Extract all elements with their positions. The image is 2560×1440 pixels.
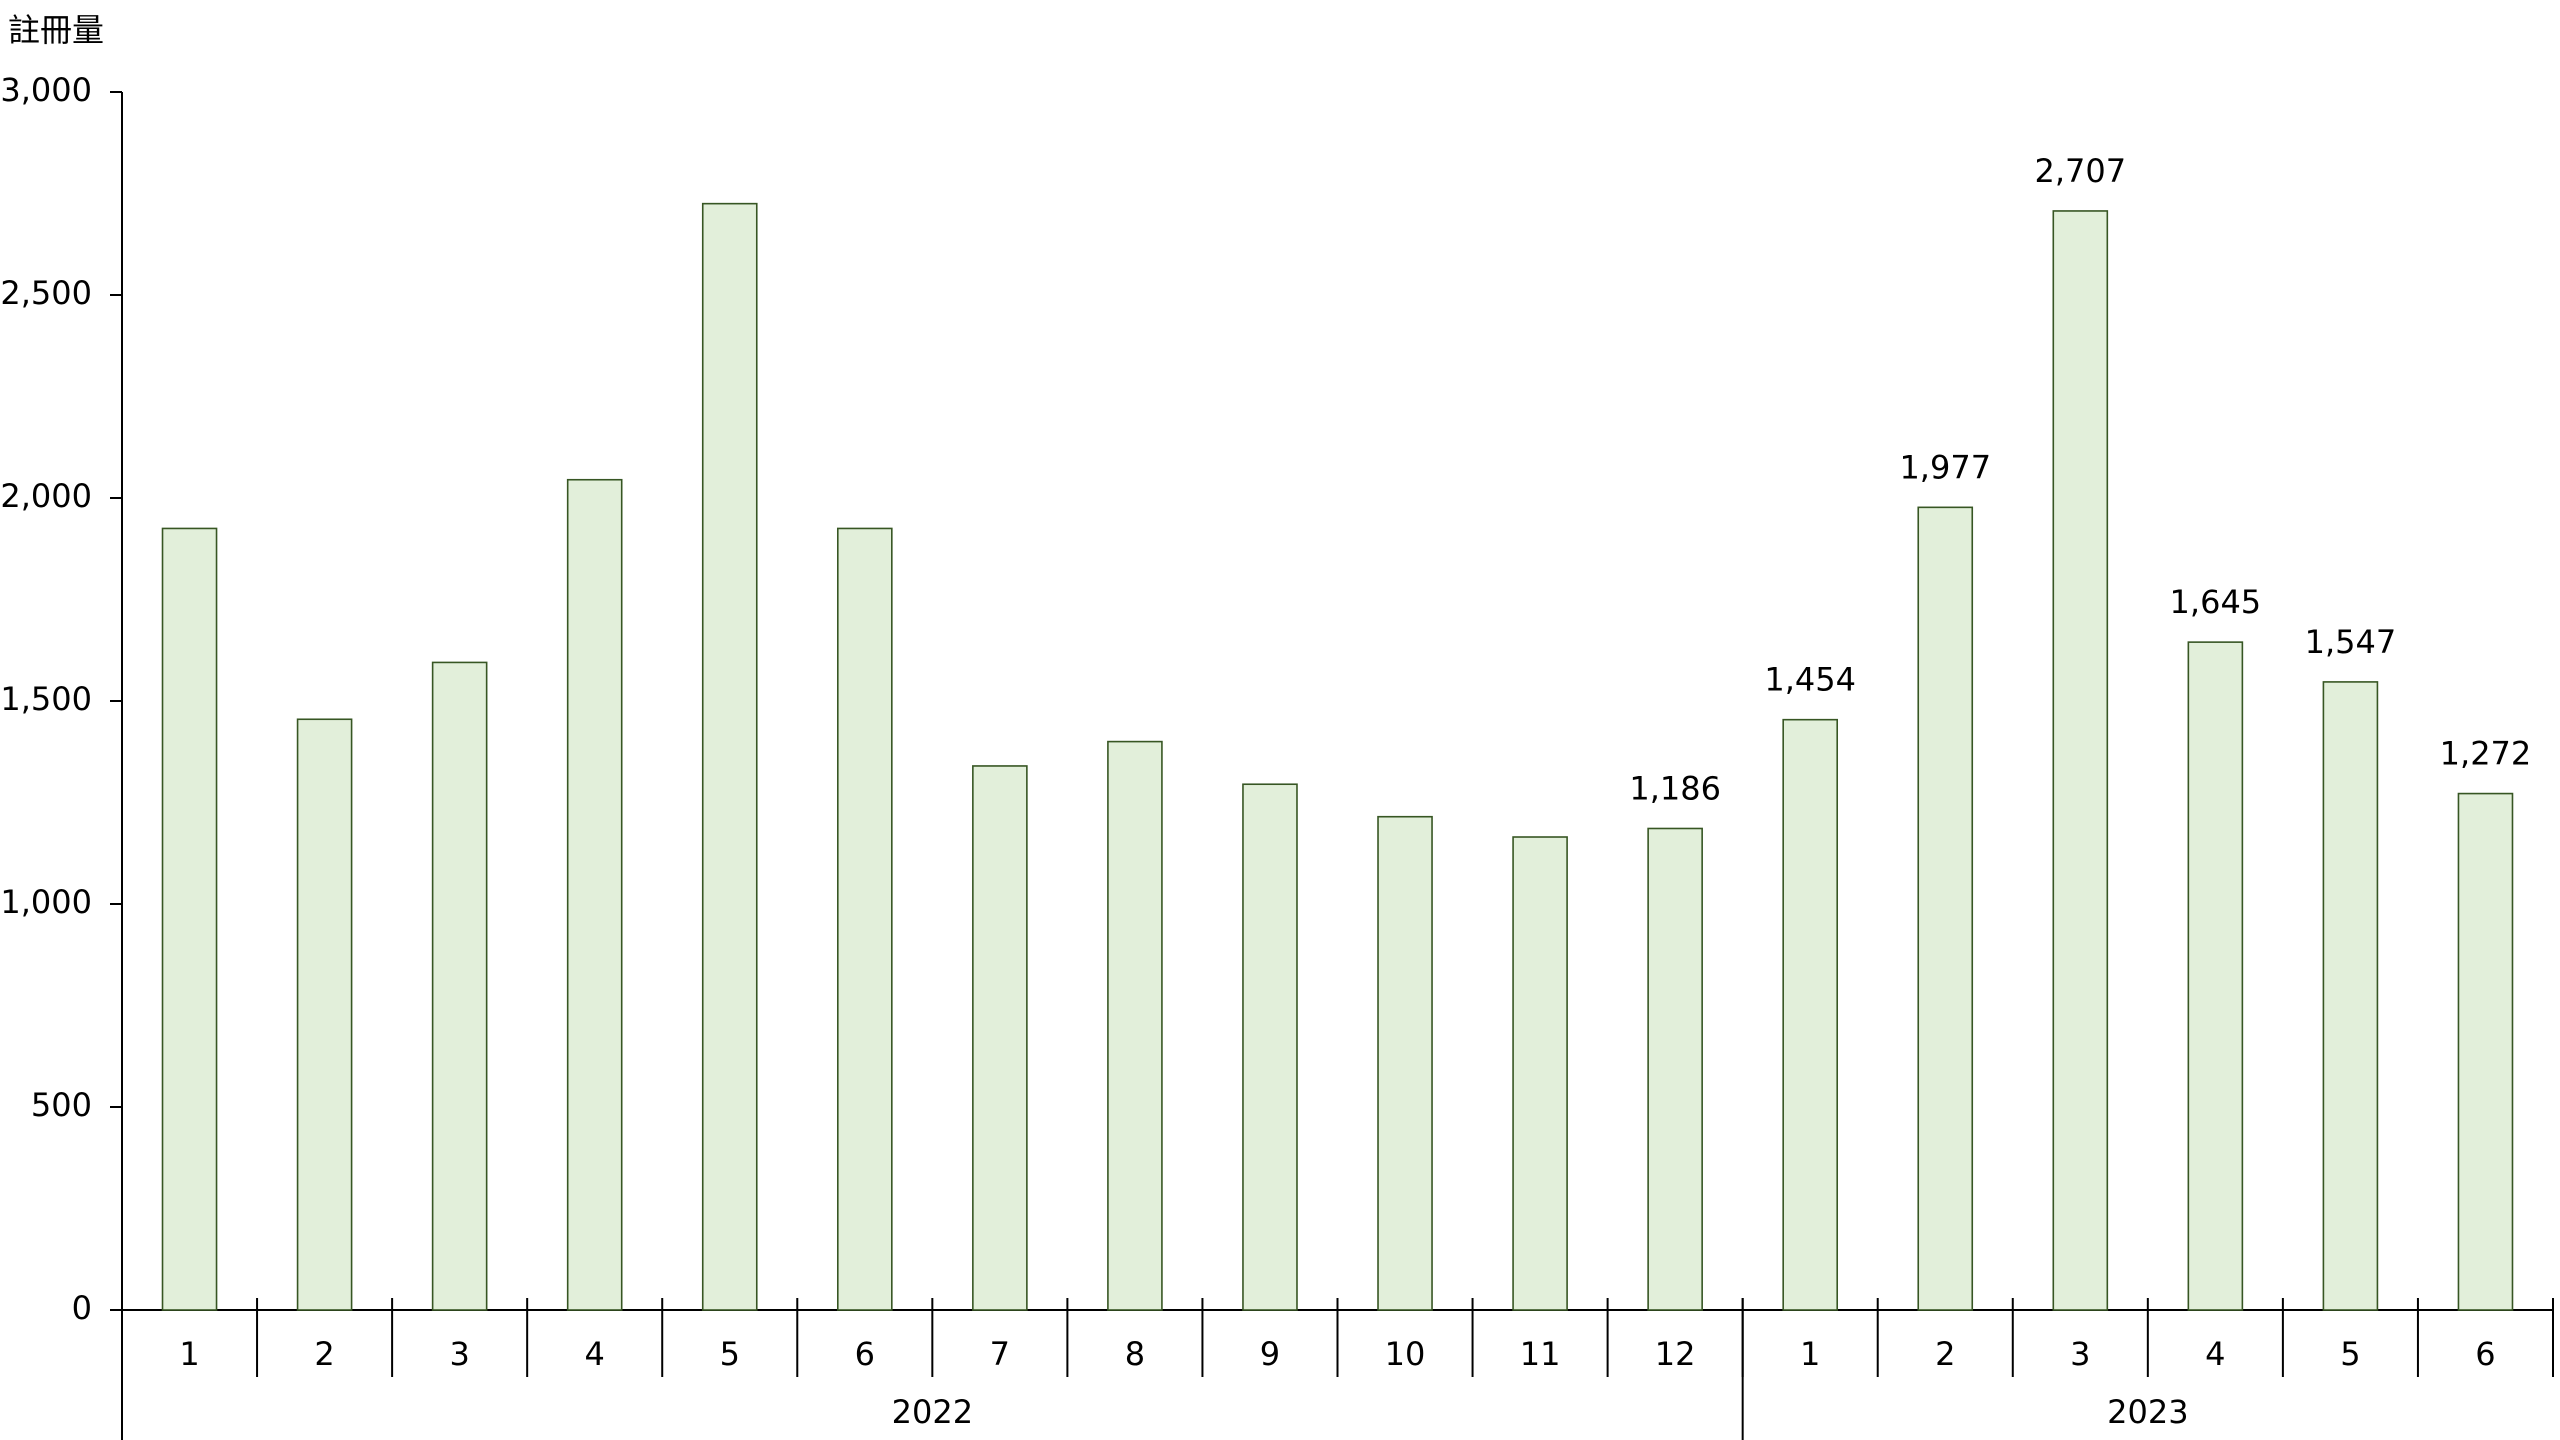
x-tick-label: 4 (2205, 1335, 2225, 1373)
bar (2457, 792, 2514, 1311)
group-label: 2023 (2107, 1393, 2188, 1431)
x-tick-label: 3 (2070, 1335, 2090, 1373)
x-tick-label: 9 (1260, 1335, 1280, 1373)
bar (972, 765, 1028, 1311)
data-label: 1,547 (2305, 623, 2397, 661)
bar (1647, 827, 1703, 1311)
bar (2187, 641, 2244, 1311)
bar (1512, 836, 1568, 1311)
y-tick-label: 0 (72, 1289, 92, 1327)
x-tick-label: 1 (179, 1335, 199, 1373)
data-label: 2,707 (2035, 152, 2127, 190)
group-label: 2022 (892, 1393, 973, 1431)
bar (431, 661, 488, 1311)
bar (161, 527, 218, 1311)
y-tick-label: 2,500 (0, 274, 92, 312)
bar (2052, 210, 2109, 1311)
bar (1917, 506, 1974, 1311)
y-axis-label: 註冊量 (8, 11, 104, 49)
x-tick-label: 5 (2340, 1335, 2360, 1373)
y-tick-label: 1,000 (0, 883, 92, 921)
bar (566, 478, 623, 1311)
x-tick-label: 7 (990, 1335, 1010, 1373)
x-tick-label: 8 (1125, 1335, 1145, 1373)
bar (701, 202, 758, 1311)
y-tick-label: 2,000 (0, 477, 92, 515)
x-tick-label: 4 (585, 1335, 605, 1373)
data-label: 1,272 (2440, 735, 2532, 773)
x-tick-label: 6 (855, 1335, 875, 1373)
bar (296, 718, 353, 1311)
x-tick-label: 2 (314, 1335, 334, 1373)
x-tick-label: 3 (449, 1335, 469, 1373)
bar (2322, 681, 2379, 1311)
bar (1242, 783, 1298, 1311)
x-tick-label: 11 (1520, 1335, 1561, 1373)
bar (1377, 815, 1433, 1311)
x-tick-label: 6 (2475, 1335, 2495, 1373)
data-label: 1,977 (1899, 448, 1991, 486)
x-tick-label: 10 (1385, 1335, 1426, 1373)
x-tick-label: 5 (720, 1335, 740, 1373)
data-label: 1,454 (1764, 661, 1856, 699)
data-label: 1,645 (2170, 583, 2262, 621)
x-tick-label: 1 (1800, 1335, 1820, 1373)
data-label: 1,186 (1629, 769, 1721, 807)
bar (1782, 718, 1839, 1311)
y-tick-label: 1,500 (0, 680, 92, 718)
bar (1107, 740, 1163, 1311)
y-tick-label: 3,000 (0, 71, 92, 109)
bar (836, 527, 893, 1311)
x-tick-label: 12 (1655, 1335, 1696, 1373)
y-tick-label: 500 (31, 1086, 92, 1124)
x-tick-label: 2 (1935, 1335, 1955, 1373)
